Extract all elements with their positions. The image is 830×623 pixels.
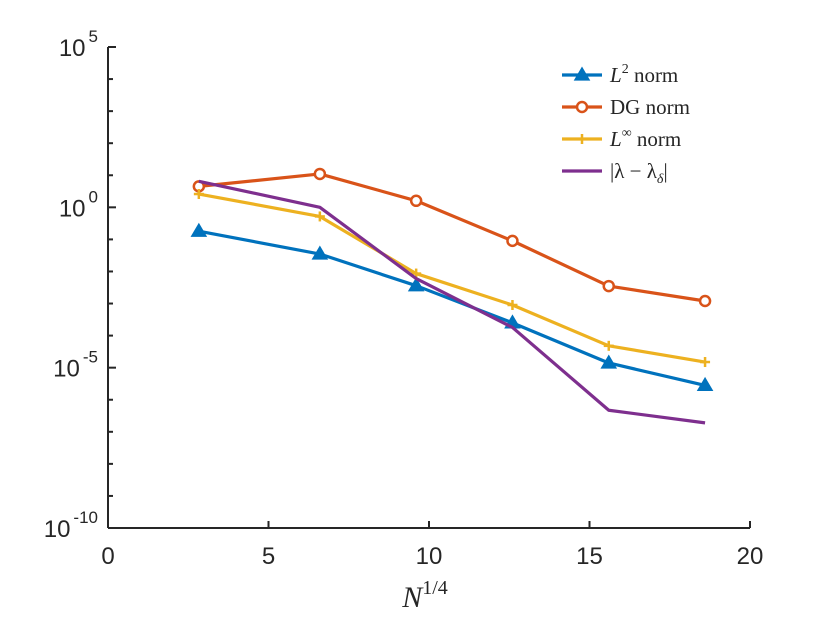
x-tick-label: 0: [101, 543, 114, 570]
series-layer: [190, 167, 714, 425]
data-point: [698, 294, 712, 308]
legend-label: L∞ norm: [609, 126, 681, 151]
data-point: [506, 234, 519, 248]
y-tick-base: 10: [59, 35, 86, 62]
legend-swatch-marker: [575, 100, 589, 114]
legend-entry: DG norm: [562, 95, 690, 119]
series-2: [193, 189, 711, 368]
y-tick-exponent: 5: [89, 27, 98, 46]
y-tick-exponent: 0: [89, 187, 98, 206]
series-3: [198, 179, 706, 425]
legend-label-rest: norm: [632, 127, 682, 151]
legend-label-sub: δ: [657, 172, 664, 187]
data-point: [311, 245, 329, 260]
data-point: [507, 300, 518, 311]
y-tick-base: 10: [53, 356, 80, 383]
x-tick-label: 5: [262, 543, 275, 570]
legend-entry: L∞ norm: [562, 126, 681, 151]
y-tick-label: 10 0: [59, 187, 98, 222]
legend-label-rest: |: [663, 159, 667, 183]
data-point: [700, 357, 711, 368]
legend-label-main: |λ − λ: [610, 159, 658, 183]
series-1: [192, 167, 712, 308]
legend-label-sup: ∞: [622, 126, 632, 141]
x-axis-label: N1/4: [401, 577, 448, 614]
x-tick-label: 10: [416, 543, 443, 570]
legend-label-main: L: [609, 127, 622, 151]
data-point: [314, 211, 325, 222]
y-tick-label: 10 -10: [44, 508, 98, 543]
x-tick-label: 20: [737, 543, 764, 570]
series-line: [198, 192, 706, 364]
legend-swatch-marker: [573, 66, 591, 81]
data-point: [696, 376, 714, 392]
series-line: [198, 229, 706, 387]
data-point: [193, 189, 204, 200]
y-tick-base: 10: [44, 516, 71, 543]
data-point: [603, 340, 614, 351]
y-tick-exponent: -10: [73, 508, 98, 527]
legend-label: |λ − λδ|: [610, 159, 668, 187]
data-point: [602, 279, 616, 293]
legend-entry: L2 norm: [562, 62, 678, 87]
y-tick-base: 10: [59, 195, 86, 222]
legend-label-rest: norm: [629, 63, 679, 87]
y-tick-exponent: -5: [83, 348, 98, 367]
series-line: [198, 172, 706, 303]
data-point: [409, 194, 423, 208]
legend-label-main: DG norm: [610, 95, 690, 119]
legend-label: DG norm: [610, 95, 690, 119]
data-point: [190, 222, 208, 237]
series-0: [190, 222, 714, 392]
legend-label: L2 norm: [609, 62, 678, 87]
legend-entry: |λ − λδ|: [562, 159, 668, 187]
data-point: [600, 354, 618, 369]
x-tick-label: 15: [576, 543, 603, 570]
legend-label-main: L: [609, 63, 622, 87]
legend-label-sup: 2: [622, 62, 629, 77]
series-line: [198, 179, 706, 425]
data-point: [407, 277, 425, 292]
data-point: [313, 167, 327, 181]
y-tick-label: 10 -5: [53, 348, 98, 383]
legend-swatch-marker: [577, 134, 587, 144]
y-tick-label: 10 5: [59, 27, 98, 62]
